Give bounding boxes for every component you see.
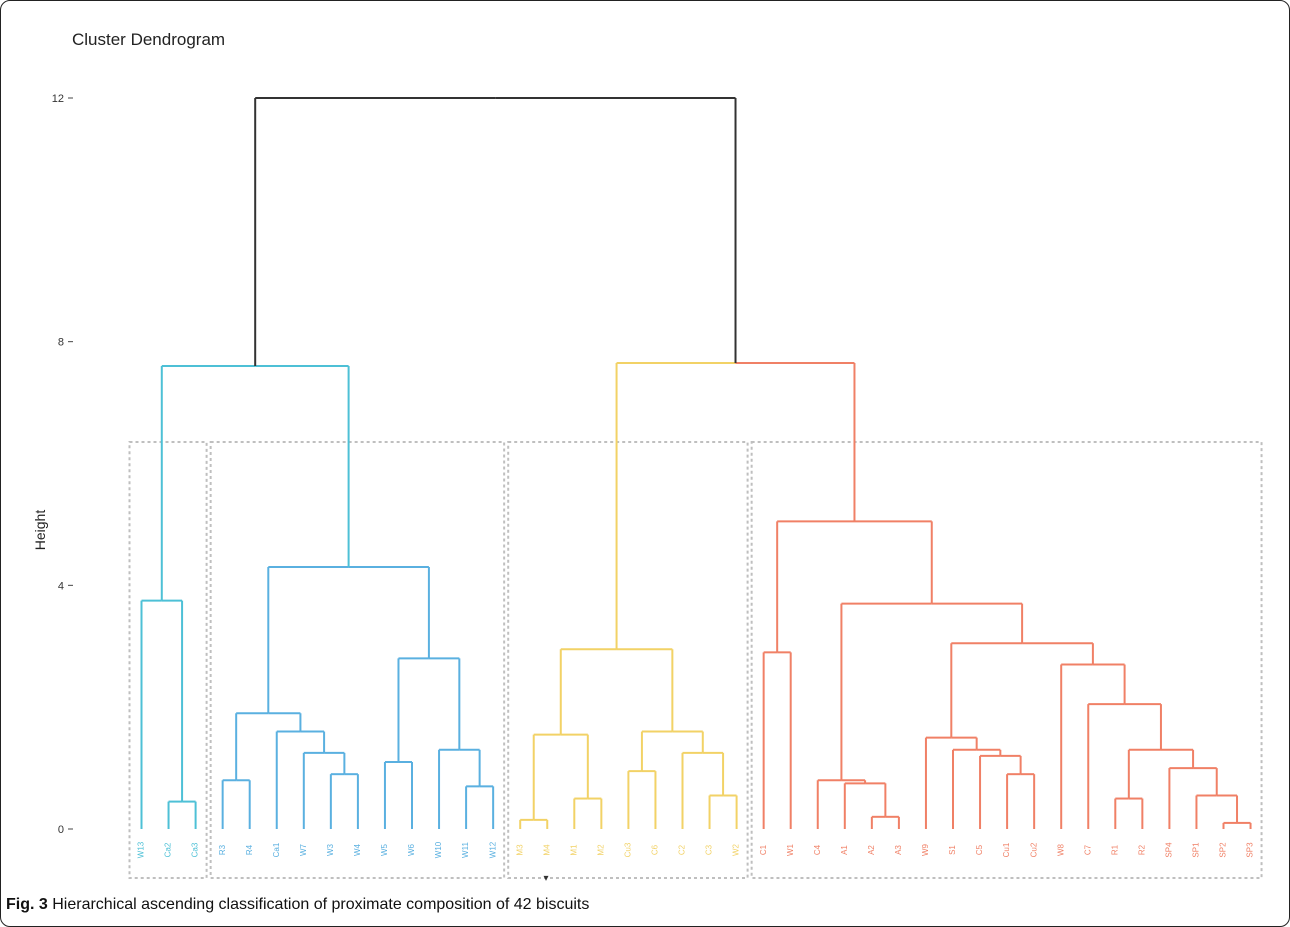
leaf-label: W10 xyxy=(434,841,443,858)
leaf-label: SP2 xyxy=(1219,842,1228,858)
leaf-label: M1 xyxy=(569,844,578,856)
y-axis-label: Height xyxy=(32,510,48,551)
y-tick-label: 12 xyxy=(52,93,64,105)
leaf-label: SP1 xyxy=(1192,842,1201,858)
leaf-label: Ca3 xyxy=(191,842,200,857)
leaf-label: C2 xyxy=(678,844,687,855)
leaf-labels: W13 Ca2 Ca3 R3 R4 Ca1 W7 W3 W4 W5 W6 W10 W11 W12 M3 M4 M… xyxy=(137,841,1255,858)
cluster-box-2 xyxy=(209,441,506,879)
leaf-label: A3 xyxy=(894,845,903,855)
cluster-box-4 xyxy=(750,441,1263,879)
leaf-label: C1 xyxy=(759,844,768,855)
leaf-label: SP4 xyxy=(1165,842,1174,858)
leaf-label: Ca1 xyxy=(272,842,281,857)
leaf-label: W4 xyxy=(353,843,362,856)
leaf-label: R1 xyxy=(1110,844,1119,855)
leaf-label: W6 xyxy=(407,843,416,856)
leaf-label: W9 xyxy=(921,843,930,856)
dendrogram-chart: Cluster Dendrogram Height 0 4 8 12 W13 Ca2 Ca… xyxy=(32,30,1263,884)
y-tick-label: 0 xyxy=(58,824,64,836)
cluster-box-3 xyxy=(507,441,749,879)
leaf-label: W1 xyxy=(786,843,795,856)
y-axis: 0 4 8 12 xyxy=(52,93,73,836)
leaf-label: C5 xyxy=(975,844,984,855)
leaf-label: M2 xyxy=(596,844,605,856)
leaf-label: W12 xyxy=(488,841,497,858)
leaf-label: A1 xyxy=(840,845,849,855)
chart-title: Cluster Dendrogram xyxy=(72,30,225,49)
leaf-label: Cu1 xyxy=(1002,842,1011,857)
leaf-label: A2 xyxy=(867,845,876,855)
leaf-label: W8 xyxy=(1056,843,1065,856)
leaf-label: R2 xyxy=(1137,844,1146,855)
x-axis-marker: ▾ xyxy=(543,873,548,884)
caption-text: Hierarchical ascending classification of… xyxy=(52,896,590,913)
leaf-label: W7 xyxy=(299,843,308,856)
leaf-label: W3 xyxy=(326,843,335,856)
leaf-label: SP3 xyxy=(1246,842,1255,858)
leaf-label: W13 xyxy=(137,841,146,858)
leaf-label: Ca2 xyxy=(164,842,173,857)
leaf-label: C7 xyxy=(1083,844,1092,855)
leaf-label: W5 xyxy=(380,843,389,856)
caption-label: Fig. 3 xyxy=(6,896,48,913)
leaf-label: M4 xyxy=(542,844,551,856)
figure-caption: Fig. 3 Hierarchical ascending classifica… xyxy=(6,896,589,914)
leaf-label: C3 xyxy=(705,844,714,855)
cluster-boxes xyxy=(128,441,1263,879)
y-tick-label: 4 xyxy=(58,580,64,592)
leaf-label: W2 xyxy=(732,843,741,856)
leaf-label: C6 xyxy=(651,844,660,855)
leaf-label: R3 xyxy=(218,844,227,855)
leaf-label: C4 xyxy=(813,844,822,855)
leaf-label: M3 xyxy=(515,844,524,856)
leaf-label: Cu3 xyxy=(624,842,633,857)
y-tick-label: 8 xyxy=(58,337,64,349)
leaf-label: S1 xyxy=(948,845,957,855)
cluster-box-1 xyxy=(128,441,208,879)
dendrogram-branches xyxy=(140,97,1252,829)
leaf-label: W11 xyxy=(461,842,470,858)
leaf-label: R4 xyxy=(245,844,254,855)
leaf-label: Cu2 xyxy=(1029,842,1038,857)
